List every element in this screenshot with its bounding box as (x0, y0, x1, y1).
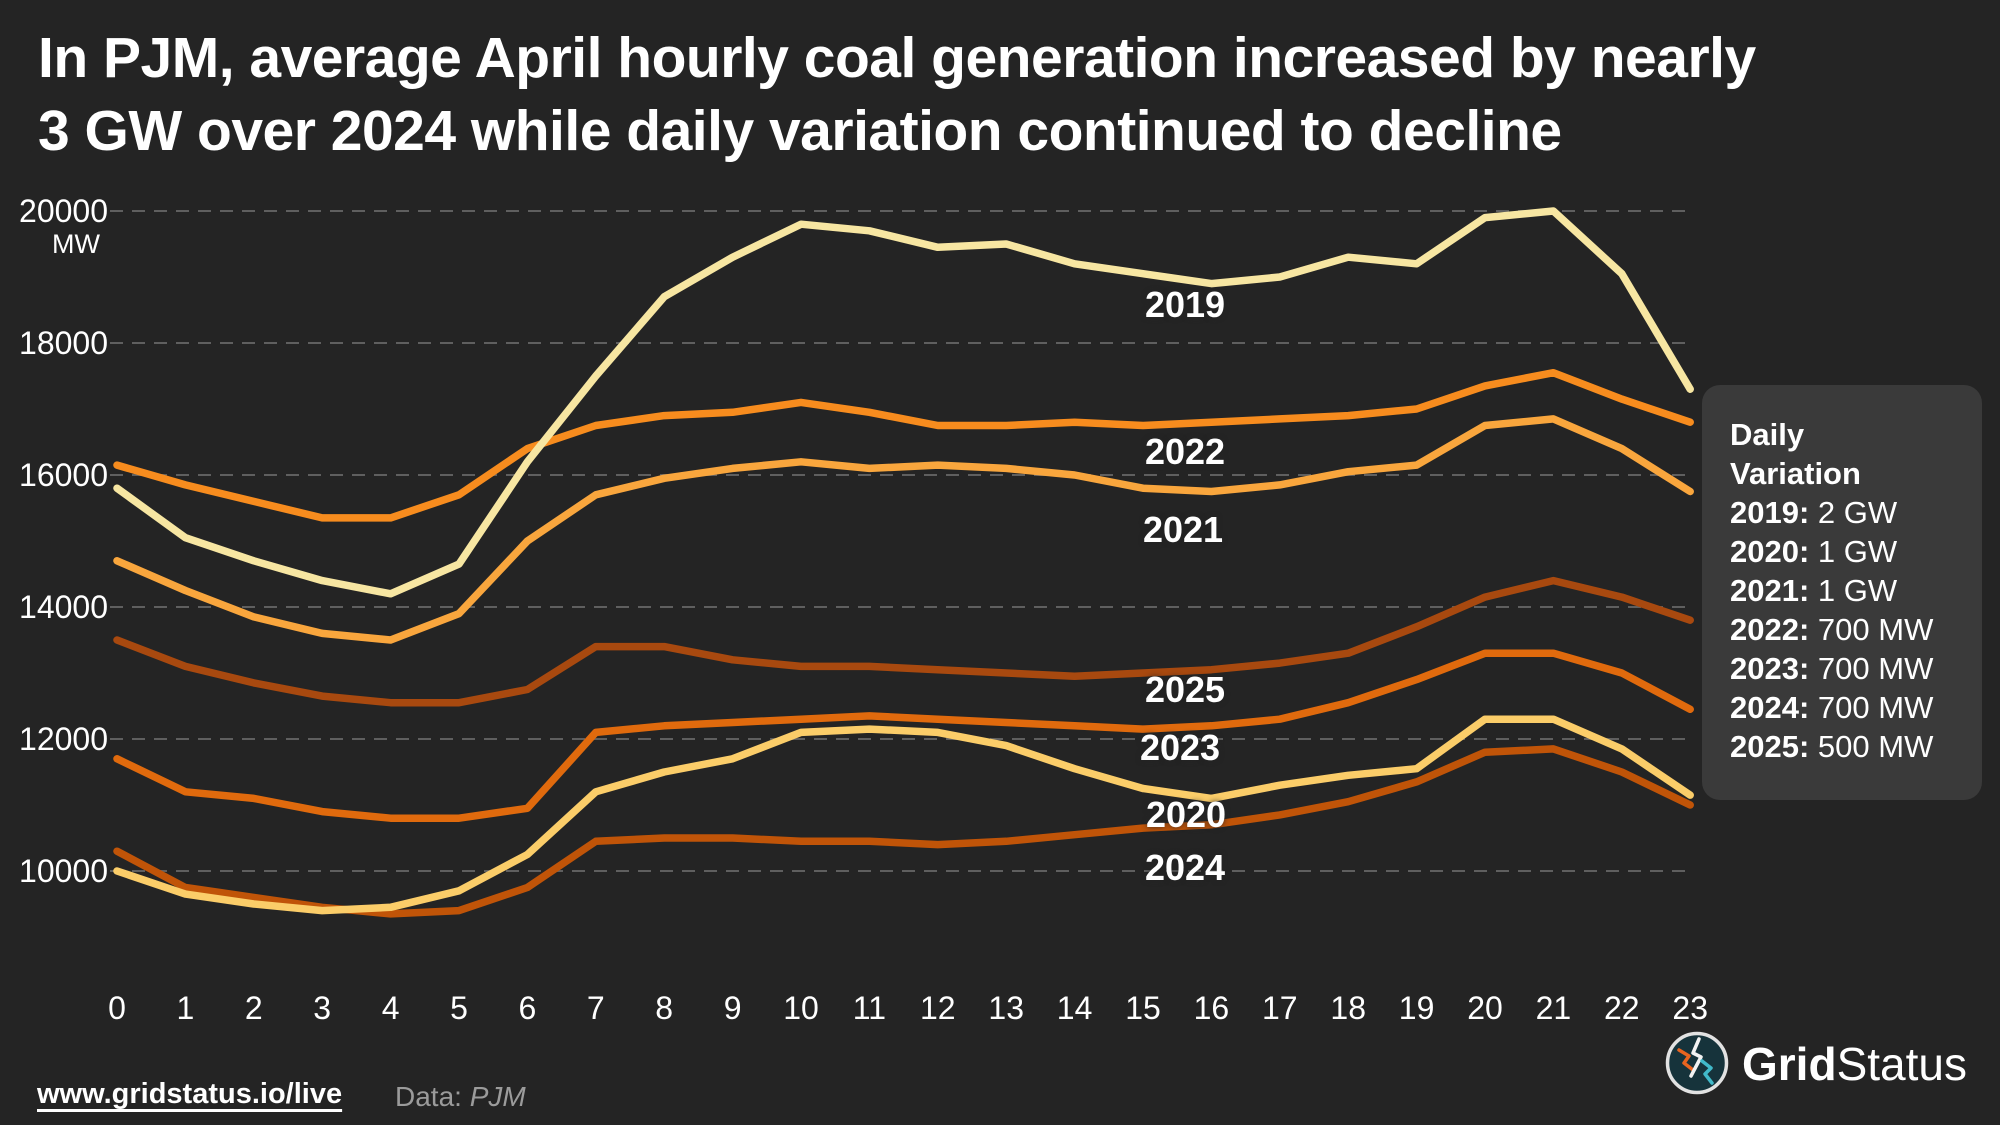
logo-crack-white (1689, 1037, 1703, 1078)
chart-title-line2: 3 GW over 2024 while daily variation con… (38, 99, 1562, 163)
series-line-2020 (113, 715, 1694, 915)
x-tick-label: 21 (1535, 990, 1572, 1026)
x-tick-label: 3 (313, 990, 332, 1026)
x-tick-label: 20 (1467, 990, 1503, 1026)
legend-item-2023: 2023: 700 MW (1730, 651, 1934, 686)
legend-item-2024: 2024: 700 MW (1730, 690, 1934, 725)
x-tick-label: 11 (852, 990, 886, 1026)
data-source: Data: PJM (395, 1081, 526, 1113)
series-line-2021 (113, 415, 1694, 644)
y-tick-label: 18000 (19, 325, 108, 361)
series-label-2024: 2024 (1144, 847, 1226, 888)
legend-item-2022: 2022: 700 MW (1730, 612, 1934, 647)
y-tick-label: 10000 (19, 853, 108, 889)
x-tick-label: 4 (381, 990, 400, 1026)
x-tick-label: 18 (1330, 990, 1366, 1026)
gridstatus-wordmark: GridStatus (1742, 1036, 1967, 1092)
x-tick-label: 17 (1262, 990, 1298, 1026)
x-tick-label: 10 (783, 990, 819, 1026)
chart-title: In PJM, average April hourly coal genera… (38, 22, 1968, 168)
y-tick-label: 12000 (19, 721, 108, 757)
y-tick-label: 14000 (19, 589, 108, 625)
logo-crack-teal (1700, 1059, 1714, 1085)
y-axis-unit: MW (52, 229, 100, 259)
y-tick-label: 20000 (19, 193, 108, 229)
x-tick-label: 9 (723, 990, 742, 1026)
series-label-2023: 2023 (1139, 727, 1221, 768)
legend-item-2019: 2019: 2 GW (1730, 495, 1898, 530)
chart-title-line1: In PJM, average April hourly coal genera… (38, 26, 1756, 90)
daily-variation-legend: Daily Variation 2019: 2 GW 2020: 1 GW 2021… (1702, 385, 1982, 800)
x-tick-label: 19 (1398, 990, 1435, 1026)
legend-item-2025: 2025: 500 MW (1730, 729, 1934, 764)
x-tick-label: 5 (450, 990, 468, 1026)
gridstatus-live-link[interactable]: www.gridstatus.io/live (37, 1078, 343, 1110)
series-line-2022 (113, 368, 1694, 522)
data-source-label: Data: (395, 1081, 462, 1112)
x-tick-label: 2 (244, 990, 263, 1026)
series-label-2022: 2022 (1144, 431, 1226, 472)
series-label-2020: 2020 (1145, 794, 1227, 835)
legend-title-line1: Daily (1730, 417, 1805, 452)
series-line-2019 (113, 207, 1694, 598)
x-tick-label: 13 (988, 990, 1024, 1026)
x-tick-label: 7 (586, 990, 605, 1026)
legend-item-2021: 2021: 1 GW (1730, 573, 1898, 608)
series-line-2024 (113, 745, 1694, 918)
x-tick-label: 12 (920, 990, 956, 1026)
data-source-value: PJM (469, 1081, 526, 1112)
x-tick-label: 23 (1672, 990, 1708, 1026)
x-tick-label: 22 (1604, 990, 1640, 1026)
legend-item-2020: 2020: 1 GW (1730, 534, 1898, 569)
x-tick-label: 15 (1125, 990, 1161, 1026)
series-line-2023 (113, 649, 1694, 822)
series-label-2021: 2021 (1142, 509, 1224, 550)
x-tick-label: 1 (176, 990, 195, 1026)
brand-status: Status (1836, 1038, 1967, 1090)
brand-grid: Grid (1742, 1038, 1837, 1090)
y-tick-label: 16000 (19, 457, 108, 493)
series-label-2019: 2019 (1144, 284, 1226, 325)
series-label-2025: 2025 (1144, 669, 1226, 710)
legend-title-line2: Variation (1730, 456, 1861, 491)
x-tick-label: 0 (108, 990, 126, 1026)
gridstatus-logo-icon (1665, 1031, 1729, 1095)
x-tick-label: 16 (1193, 990, 1230, 1026)
x-tick-label: 6 (518, 990, 537, 1026)
x-tick-label: 14 (1056, 990, 1093, 1026)
logo-crack-orange (1677, 1048, 1695, 1072)
legend-items: 2019: 2 GW 2020: 1 GW 2021: 1 GW 2022: 700 … (1730, 493, 1982, 766)
x-tick-label: 8 (655, 990, 674, 1026)
series-line-2025 (113, 576, 1694, 707)
